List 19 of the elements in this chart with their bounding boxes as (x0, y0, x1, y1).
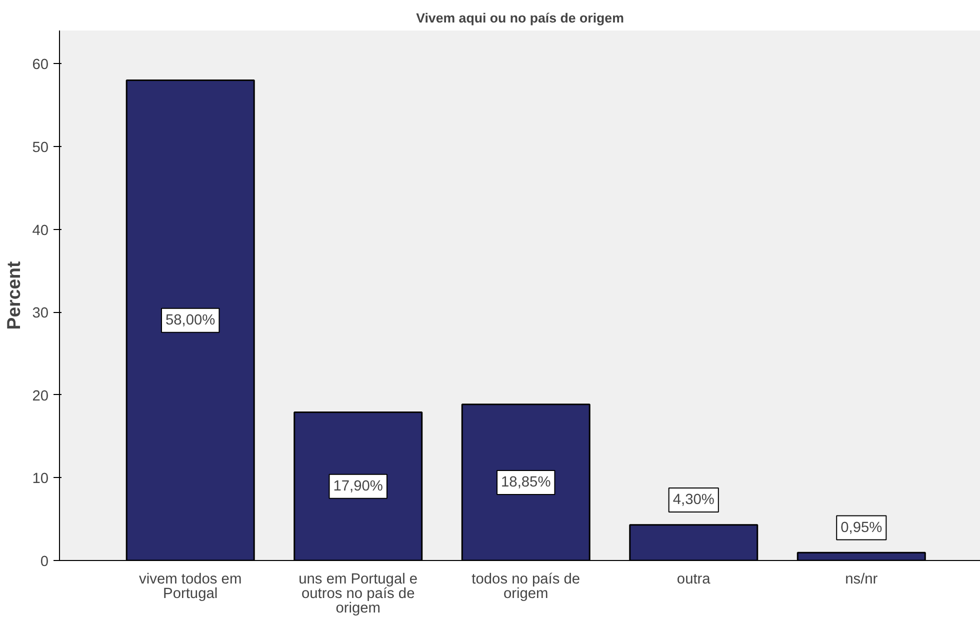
data-label: 58,00% (166, 312, 216, 328)
y-tick-label: 10 (32, 471, 49, 488)
data-label: 18,85% (501, 474, 551, 490)
y-axis-title: Percent (3, 261, 24, 330)
x-tick-label: outra (676, 572, 712, 588)
data-label: 0,95% (840, 520, 882, 536)
y-tick-label: 0 (40, 554, 49, 570)
x-tick-label: ns/nr (845, 572, 878, 588)
y-tick-label: 20 (32, 388, 49, 404)
y-tick-label: 50 (32, 140, 49, 156)
chart-title: Vivem aqui ou no país de origem (416, 10, 624, 26)
x-tick-label: todos no país de origem (472, 572, 580, 602)
y-tick-label: 40 (32, 222, 49, 239)
x-tick-label: uns em Portugal e outros no país de origem (298, 572, 418, 616)
y-tick-label: 30 (32, 306, 49, 322)
data-label: 4,30% (672, 492, 714, 508)
y-tick-label: 60 (32, 57, 49, 74)
x-tick-label: vivem todos em Portugal (139, 572, 242, 602)
data-label: 17,90% (333, 478, 383, 494)
